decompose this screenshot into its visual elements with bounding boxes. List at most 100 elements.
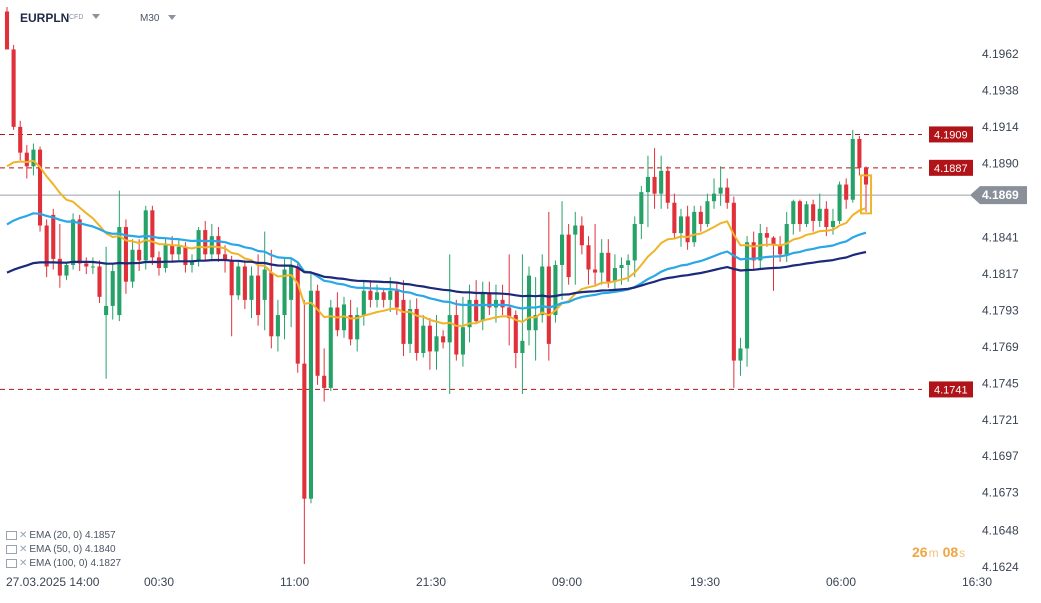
candle-body <box>692 211 697 243</box>
candle-body <box>745 242 750 349</box>
indicator-ema-50[interactable]: ✕ EMA (50, 0) 4.1840 <box>6 544 116 558</box>
candle-body <box>593 269 598 273</box>
candle-body <box>414 308 419 353</box>
visibility-icon[interactable] <box>6 544 17 554</box>
chart-header: EURPLN CFD M30 <box>0 0 1041 30</box>
candle-countdown: 26m 08s <box>912 544 969 560</box>
timeframe-label[interactable]: M30 <box>140 13 160 24</box>
candle-body <box>64 264 69 276</box>
candle-body <box>526 275 532 331</box>
price-level-tag <box>929 126 973 143</box>
indicator-ema-100[interactable]: ✕ EMA (100, 0) 4.1827 <box>6 558 121 572</box>
indicator-value: 4.1827 <box>90 558 122 569</box>
candle-body <box>77 219 82 264</box>
candle-body <box>811 204 816 221</box>
candle-body <box>275 315 280 337</box>
symbol-label[interactable]: EURPLN <box>20 11 70 25</box>
candle-body <box>546 266 551 344</box>
candle-body <box>328 307 333 388</box>
candle-body <box>31 149 36 167</box>
y-tick-label: 4.1890 <box>982 156 1019 170</box>
candle-body <box>540 266 545 316</box>
candle-body <box>322 375 327 388</box>
candle-body <box>282 269 287 316</box>
candle-body <box>302 363 307 499</box>
candle-body <box>784 223 789 255</box>
instrument-type-label: CFD <box>69 14 84 21</box>
current-candle-highlight <box>859 174 873 215</box>
countdown-seconds-unit: s <box>959 546 966 560</box>
candle-body <box>24 152 29 167</box>
visibility-icon[interactable] <box>6 530 17 540</box>
candle-body <box>467 299 472 328</box>
candle-body <box>599 252 604 273</box>
candle-body <box>183 246 188 265</box>
price-level-tag <box>929 159 973 176</box>
candle-body <box>123 227 128 282</box>
candle-body <box>269 272 274 337</box>
remove-icon[interactable]: ✕ <box>19 558 28 569</box>
candle-body <box>797 201 802 224</box>
candle-body <box>236 266 241 296</box>
candle-body <box>242 266 247 300</box>
candle-body <box>203 230 208 255</box>
countdown-minutes: 26 <box>912 544 928 560</box>
indicator-ema-20[interactable]: ✕ EMA (20, 0) 4.1857 <box>6 530 116 544</box>
candle-body <box>335 307 340 331</box>
candle-body <box>778 245 783 255</box>
y-tick-label: 4.1962 <box>982 47 1019 61</box>
candle-body <box>11 49 16 127</box>
candle-body <box>586 245 591 270</box>
candle-body <box>500 299 505 308</box>
candle-body <box>90 266 95 268</box>
candle-body <box>209 236 214 255</box>
candle-body <box>37 149 43 226</box>
timeframe-dropdown-chevron-icon[interactable] <box>168 15 176 20</box>
candle-body <box>751 242 756 261</box>
candle-body <box>579 225 584 246</box>
candle-body <box>447 315 452 343</box>
candle-body <box>645 176 650 193</box>
candle-body <box>71 219 76 265</box>
candle-body <box>57 258 62 276</box>
candle-body <box>394 290 399 308</box>
candle-body <box>117 227 122 316</box>
current-price-label: 4.1869 <box>982 188 1019 202</box>
indicator-value: 4.1840 <box>84 544 116 555</box>
ema-line <box>6 250 867 298</box>
candle-body <box>381 292 386 300</box>
candle-body <box>837 184 842 221</box>
candle-body <box>388 290 393 300</box>
remove-icon[interactable]: ✕ <box>19 530 28 541</box>
y-tick-label: 4.1745 <box>982 376 1019 390</box>
x-tick-label: 00:30 <box>144 575 174 589</box>
candle-body <box>434 336 439 352</box>
candle-body <box>163 245 168 269</box>
candle-body <box>844 184 849 200</box>
y-tick-label: 4.1697 <box>982 449 1019 463</box>
x-tick-label: 16:30 <box>962 575 992 589</box>
candle-body <box>665 170 670 203</box>
candle-body <box>830 220 836 228</box>
candle-body <box>51 214 56 259</box>
candle-body <box>44 225 49 267</box>
y-tick-label: 4.1673 <box>982 486 1019 500</box>
indicator-value: 4.1857 <box>84 530 116 541</box>
candle-body <box>137 249 142 261</box>
candle-body <box>408 308 413 344</box>
candle-body <box>559 234 565 265</box>
candle-body <box>361 290 366 316</box>
candle-body <box>441 336 446 343</box>
candle-body <box>355 315 360 340</box>
symbol-dropdown-chevron-icon[interactable] <box>92 14 100 19</box>
candle-body <box>606 252 611 282</box>
candle-body <box>698 211 703 224</box>
candle-body <box>533 315 538 331</box>
x-tick-label: 11:00 <box>280 575 309 589</box>
candle-body <box>216 236 221 255</box>
candle-body <box>817 208 822 221</box>
remove-icon[interactable]: ✕ <box>19 544 28 555</box>
visibility-icon[interactable] <box>6 558 17 568</box>
